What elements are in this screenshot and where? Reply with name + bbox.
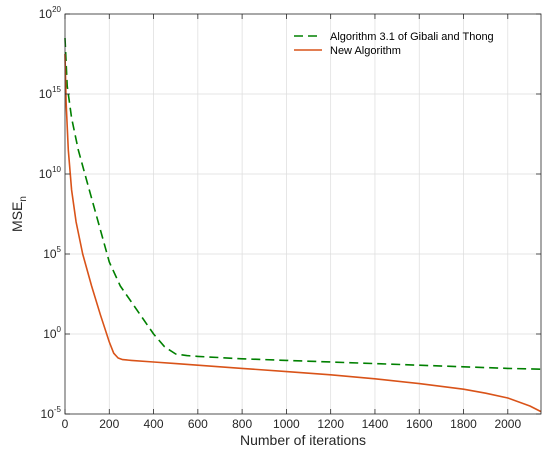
x-tick-label: 800 — [232, 417, 252, 431]
axis-ticks — [64, 13, 541, 415]
y-tick-label: 1020 — [39, 5, 62, 21]
series-line-1 — [64, 53, 542, 413]
x-tick-label: 200 — [99, 417, 119, 431]
series-lines — [64, 37, 542, 413]
plot-frame — [64, 13, 542, 415]
y-tick-label: 10-5 — [41, 405, 62, 421]
y-tick-exponent: 5 — [57, 245, 62, 254]
x-tick-labels: 0 200 400 600 800 1000 1200 1400 1600 1800 2000 — [62, 417, 522, 431]
y-axis-label-subscript: n — [18, 196, 29, 202]
y-tick-base: 10 — [39, 7, 53, 21]
y-axis-label-main: MSE — [9, 202, 25, 232]
x-axis-label: Number of iterations — [240, 432, 366, 448]
y-tick-exponent: -5 — [54, 405, 62, 414]
x-tick-label: 2000 — [494, 417, 521, 431]
y-tick-exponent: 20 — [52, 5, 61, 14]
y-tick-exponent: 15 — [52, 85, 61, 94]
series-line-0 — [64, 37, 542, 370]
legend-label-1: New Algorithm — [330, 45, 401, 57]
y-tick-base: 10 — [43, 247, 57, 261]
y-tick-label: 105 — [43, 245, 61, 261]
y-axis-label: MSEn — [9, 196, 29, 232]
legend: Algorithm 3.1 of Gibali and Thong New Al… — [294, 31, 494, 57]
y-tick-base: 10 — [39, 167, 53, 181]
x-tick-label: 600 — [188, 417, 208, 431]
y-tick-exponent: 0 — [57, 325, 62, 334]
x-tick-label: 1000 — [273, 417, 300, 431]
y-tick-base: 10 — [39, 87, 53, 101]
y-tick-label: 1010 — [39, 165, 62, 181]
y-tick-exponent: 10 — [52, 165, 61, 174]
x-tick-label: 1800 — [450, 417, 477, 431]
y-tick-base: 10 — [43, 327, 57, 341]
x-tick-label: 1600 — [406, 417, 433, 431]
x-tick-label: 1200 — [317, 417, 344, 431]
y-tick-base: 10 — [41, 407, 55, 421]
plot-area — [65, 14, 541, 414]
x-tick-label: 1400 — [362, 417, 389, 431]
x-tick-label: 400 — [144, 417, 164, 431]
x-tick-label: 0 — [62, 417, 69, 431]
grid-lines — [65, 14, 541, 414]
y-tick-label: 1015 — [39, 85, 62, 101]
y-tick-label: 100 — [43, 325, 61, 341]
legend-label-0: Algorithm 3.1 of Gibali and Thong — [330, 31, 494, 43]
